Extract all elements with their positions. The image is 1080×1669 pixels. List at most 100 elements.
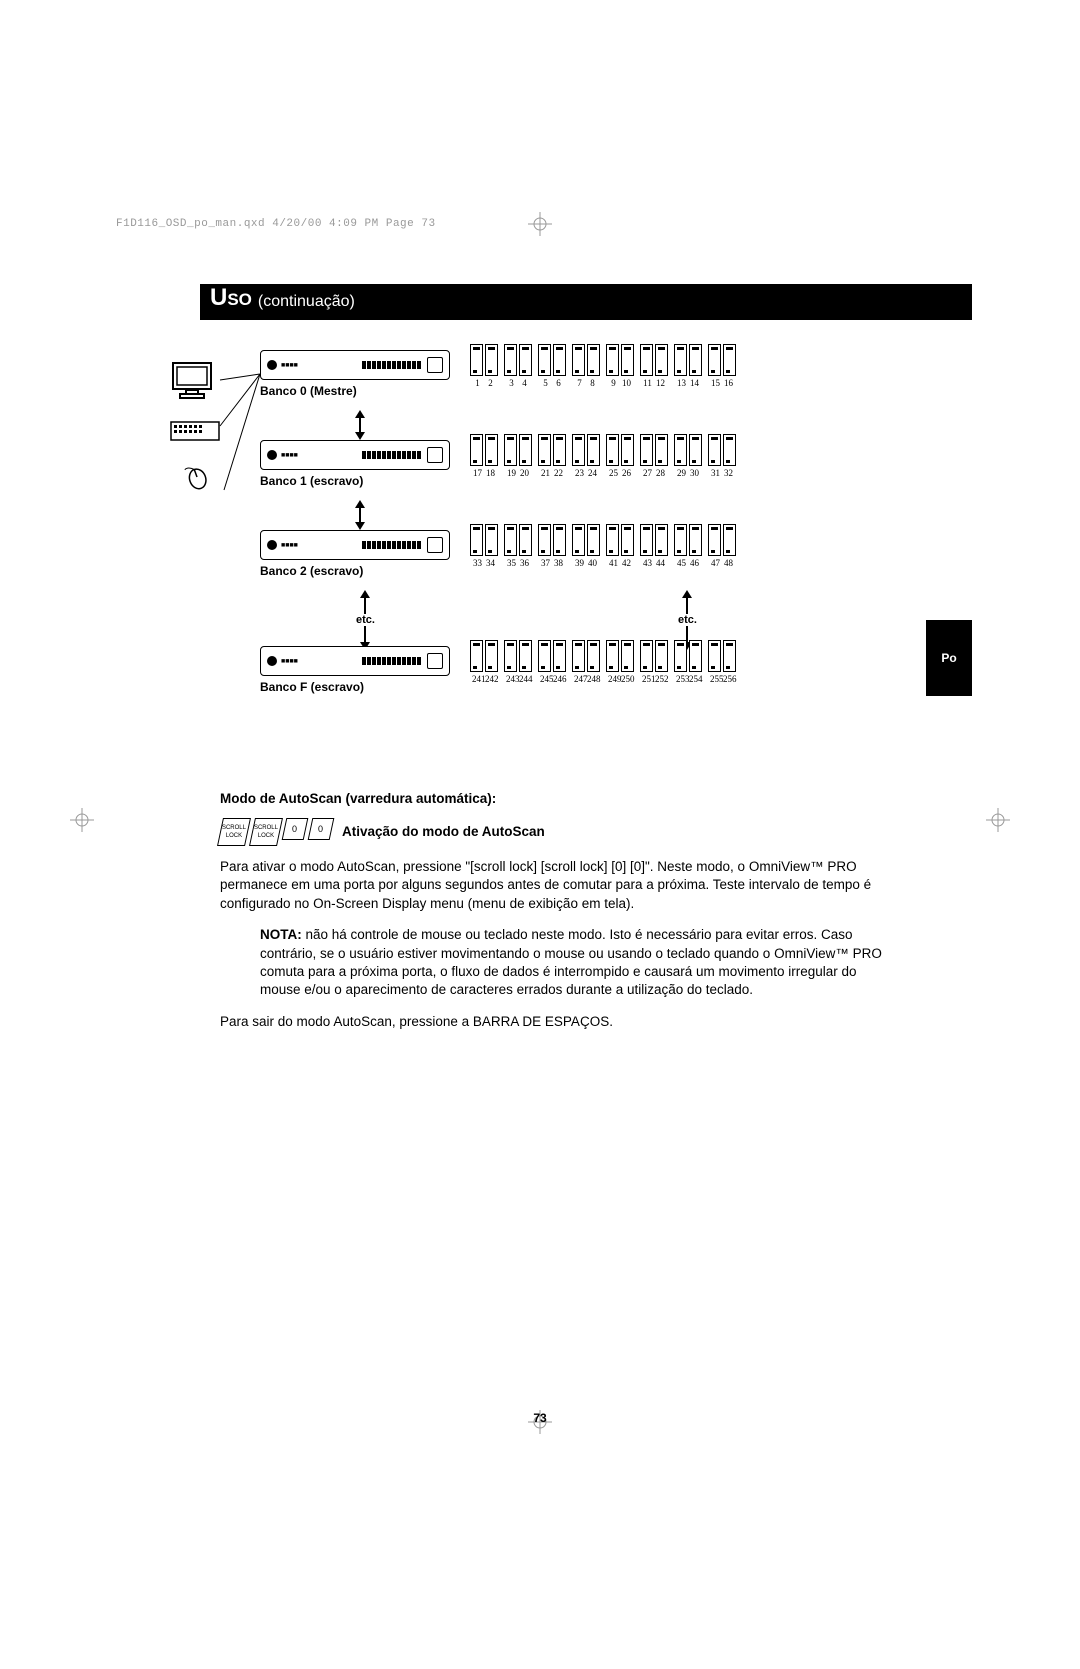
tower-icon xyxy=(640,640,653,672)
tower-number: 16 xyxy=(723,378,734,388)
key-sequence: SCROLL LOCK SCROLL LOCK 0 0 xyxy=(220,818,332,846)
tower-icon xyxy=(587,524,600,556)
bank-row-0: ■■■■ Banco 0 (Mestre) 123456789101112131… xyxy=(170,350,930,398)
tower-pair: 3132 xyxy=(708,434,736,478)
page-number: 73 xyxy=(533,1411,546,1425)
autoscan-section: Modo de AutoScan (varredura automática):… xyxy=(220,790,910,1044)
tower-icon xyxy=(655,640,668,672)
tower-icon xyxy=(606,640,619,672)
tower-number: 9 xyxy=(608,378,619,388)
tower-number: 41 xyxy=(608,558,619,568)
page: F1D116_OSD_po_man.qxd 4/20/00 4:09 PM Pa… xyxy=(0,0,1080,1669)
tower-icon xyxy=(538,344,551,376)
tower-pair: 2324 xyxy=(572,434,600,478)
tower-icon xyxy=(674,434,687,466)
tower-icon xyxy=(572,640,585,672)
tower-pair: 34 xyxy=(504,344,532,388)
bank-row-1: ■■■■ Banco 1 (escravo) 17181920212223242… xyxy=(170,440,930,488)
tower-icon xyxy=(470,524,483,556)
tower-number: 4 xyxy=(519,378,530,388)
tower-icon xyxy=(485,344,498,376)
tower-number: 48 xyxy=(723,558,734,568)
tower-icon xyxy=(572,344,585,376)
tower-pair: 1112 xyxy=(640,344,668,388)
tower-number: 38 xyxy=(553,558,564,568)
bank-label: Banco 1 (escravo) xyxy=(260,474,460,488)
vertical-link-arrow: etc. xyxy=(356,590,375,650)
section-heading: Modo de AutoScan (varredura automática): xyxy=(220,790,910,808)
tower-icon xyxy=(538,434,551,466)
tower-row: 33343536373839404142434445464748 xyxy=(470,524,736,568)
tower-icon xyxy=(723,640,736,672)
tower-number: 252 xyxy=(655,674,666,684)
kvm-switch-icon: ■■■■ xyxy=(260,530,450,560)
tower-number: 250 xyxy=(621,674,632,684)
tower-icon xyxy=(723,344,736,376)
tower-number: 10 xyxy=(621,378,632,388)
tower-number: 1 xyxy=(472,378,483,388)
tower-number: 23 xyxy=(574,468,585,478)
tower-number: 33 xyxy=(472,558,483,568)
tower-number: 24 xyxy=(587,468,598,478)
tower-pair: 1516 xyxy=(708,344,736,388)
tower-pair: 243244 xyxy=(504,640,532,684)
tower-icon xyxy=(621,434,634,466)
tower-number: 249 xyxy=(608,674,619,684)
tower-pair: 2930 xyxy=(674,434,702,478)
tower-icon xyxy=(689,640,702,672)
tower-pair: 2122 xyxy=(538,434,566,478)
tower-number: 12 xyxy=(655,378,666,388)
tower-icon xyxy=(587,344,600,376)
tower-number: 244 xyxy=(519,674,530,684)
tower-number: 14 xyxy=(689,378,700,388)
tower-icon xyxy=(470,640,483,672)
tower-pair: 249250 xyxy=(606,640,634,684)
paragraph-activation: Para ativar o modo AutoScan, pressione "… xyxy=(220,858,910,913)
section-title-bar: Uso (continuação) xyxy=(200,284,972,320)
tower-icon xyxy=(674,640,687,672)
tower-icon xyxy=(470,344,483,376)
tower-icon xyxy=(640,524,653,556)
title-main: Uso xyxy=(210,284,252,312)
tower-number: 256 xyxy=(723,674,734,684)
tower-number: 39 xyxy=(574,558,585,568)
tower-icon xyxy=(485,640,498,672)
tower-icon xyxy=(519,524,532,556)
tower-number: 245 xyxy=(540,674,551,684)
tower-number: 13 xyxy=(676,378,687,388)
paragraph-exit: Para sair do modo AutoScan, pressione a … xyxy=(220,1013,910,1031)
tower-icon xyxy=(708,434,721,466)
kvm-switch-icon: ■■■■ xyxy=(260,646,450,676)
tower-number: 15 xyxy=(710,378,721,388)
tower-number: 44 xyxy=(655,558,666,568)
tower-number: 43 xyxy=(642,558,653,568)
tower-icon xyxy=(485,434,498,466)
tower-icon xyxy=(538,640,551,672)
tower-pair: 241242 xyxy=(470,640,498,684)
tower-number: 254 xyxy=(689,674,700,684)
tower-icon xyxy=(708,344,721,376)
keycap-scroll-lock: SCROLL LOCK xyxy=(217,818,251,846)
tower-pair: 247248 xyxy=(572,640,600,684)
tower-number: 25 xyxy=(608,468,619,478)
vertical-link-arrow xyxy=(350,410,370,440)
tower-number: 255 xyxy=(710,674,721,684)
tower-number: 32 xyxy=(723,468,734,478)
tower-pair: 1920 xyxy=(504,434,532,478)
tower-icon xyxy=(689,524,702,556)
tower-icon xyxy=(470,434,483,466)
tower-pair: 4142 xyxy=(606,524,634,568)
tower-number: 26 xyxy=(621,468,632,478)
tower-icon xyxy=(674,344,687,376)
tower-icon xyxy=(553,344,566,376)
tower-icon xyxy=(655,524,668,556)
tower-icon xyxy=(606,434,619,466)
tower-number: 17 xyxy=(472,468,483,478)
keycap-zero: 0 xyxy=(282,818,309,840)
tower-number: 8 xyxy=(587,378,598,388)
tower-number: 42 xyxy=(621,558,632,568)
tower-number: 36 xyxy=(519,558,530,568)
tower-icon xyxy=(606,344,619,376)
tower-number: 29 xyxy=(676,468,687,478)
tower-number: 31 xyxy=(710,468,721,478)
